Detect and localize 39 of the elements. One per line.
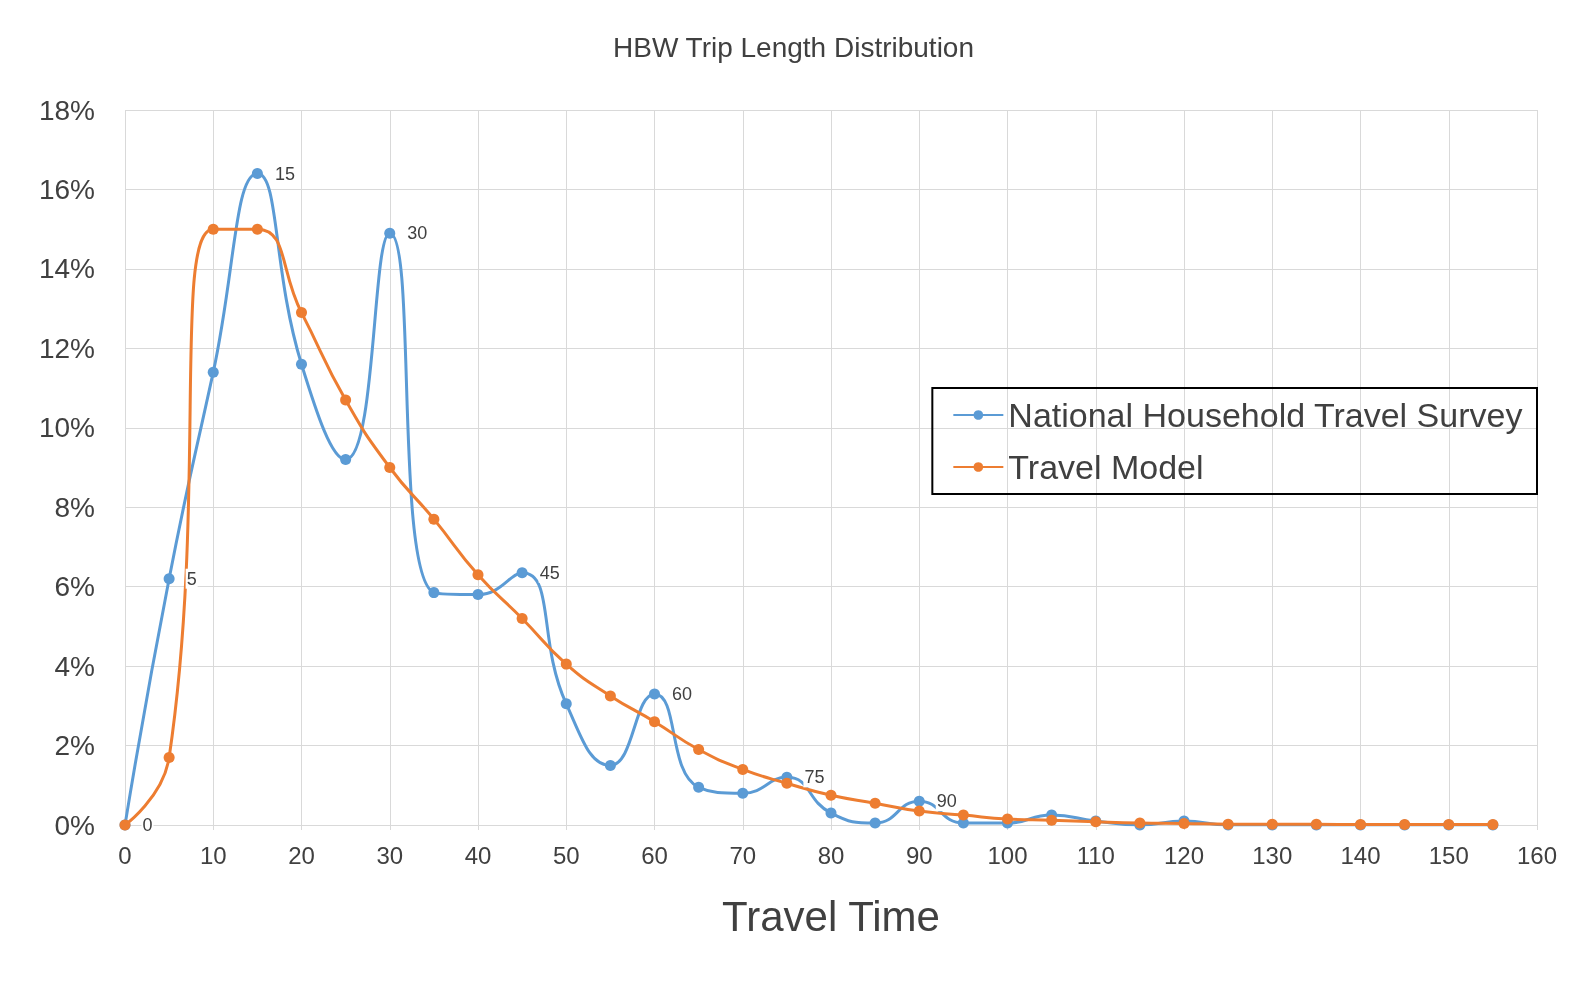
- x-tick-label: 50: [552, 841, 580, 869]
- legend-label: Travel Model: [1008, 448, 1204, 486]
- y-tick-label: 6%: [54, 571, 95, 603]
- x-tick-label: 100: [987, 841, 1028, 869]
- y-tick-label: 0%: [54, 809, 95, 841]
- chart-title: HBW Trip Length Distribution: [612, 31, 975, 63]
- y-tick-label: 4%: [54, 650, 95, 682]
- x-tick-label: 30: [376, 841, 404, 869]
- x-tick-label: 60: [641, 841, 668, 869]
- y-tick-label: 18%: [38, 94, 95, 126]
- y-tick-label: 16%: [38, 173, 95, 205]
- annotation: 30: [407, 223, 428, 244]
- annotation: 90: [936, 791, 957, 812]
- x-tick-label: 40: [464, 841, 492, 869]
- x-tick-label: 10: [199, 841, 227, 869]
- annotation: 60: [672, 683, 693, 704]
- x-tick-label: 160: [1516, 841, 1558, 869]
- y-tick-label: 2%: [54, 730, 95, 762]
- x-tick-label: 150: [1428, 841, 1469, 869]
- x-tick-label: 120: [1163, 841, 1205, 869]
- y-tick-label: 12%: [38, 332, 95, 364]
- x-tick-label: 20: [288, 841, 315, 869]
- x-tick-label: 80: [817, 841, 845, 869]
- x-tick-label: 70: [729, 841, 757, 869]
- annotation: 15: [274, 163, 295, 184]
- x-axis-title: Travel Time: [722, 892, 940, 940]
- y-tick-label: 14%: [38, 253, 95, 285]
- y-tick-label: 10%: [38, 412, 95, 444]
- x-tick-label: 90: [905, 841, 933, 869]
- annotation: 75: [804, 767, 825, 788]
- annotation: 5: [186, 568, 197, 589]
- y-tick-label: 8%: [54, 491, 95, 523]
- annotation: 0: [142, 815, 153, 835]
- x-tick-label: 140: [1340, 841, 1381, 869]
- legend-label: National Household Travel Survey: [1008, 396, 1523, 434]
- annotation: 45: [539, 562, 560, 583]
- x-tick-label: 0: [118, 841, 132, 869]
- x-tick-label: 130: [1252, 841, 1293, 869]
- x-tick-label: 110: [1076, 841, 1115, 869]
